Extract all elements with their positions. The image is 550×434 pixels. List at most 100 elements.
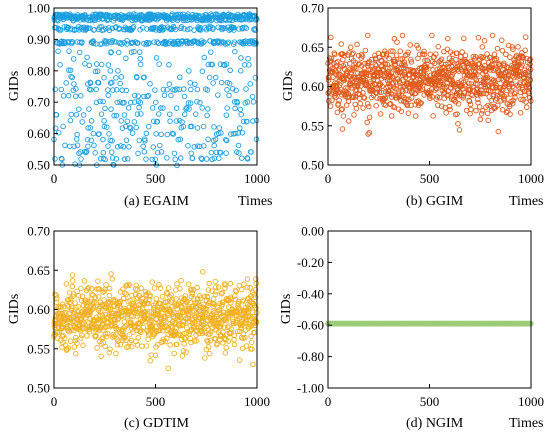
data-point [480,90,487,97]
data-point [249,346,255,352]
data-point [128,49,135,55]
data-point [213,288,219,295]
data-point [136,104,142,111]
data-point [479,107,486,114]
data-point [154,118,161,125]
data-point [463,69,469,75]
data-point [110,310,117,316]
data-point [398,108,405,114]
data-point [161,317,167,324]
data-point [185,319,191,325]
data-point [364,119,370,126]
data-point [373,102,379,109]
y-tick-label: 0.55 [27,341,50,356]
data-point [107,68,114,74]
y-tick-label: 0.70 [301,1,324,16]
data-point [138,285,144,292]
data-point [505,73,512,79]
data-point [153,131,159,137]
data-point [340,113,347,119]
data-point [333,94,339,101]
data-point [154,149,161,156]
panel-c: 0.50 0.55 0.60 0.65 0.70 0 500 1000 GIDs (c) GD… [7,224,270,432]
data-point [144,315,151,321]
data-point [96,286,103,292]
data-point [178,336,185,343]
data-point [449,59,456,65]
data-point [481,37,488,44]
data-point [96,131,102,137]
data-point [228,329,234,336]
data-point [191,144,198,150]
data-point [331,51,338,58]
data-point [136,49,143,55]
data-point [328,34,334,41]
data-point [76,106,82,112]
data-point [69,74,76,81]
data-point [462,52,469,59]
data-point [134,74,140,81]
data-point [117,39,124,46]
data-point [226,80,233,87]
data-point [88,87,94,93]
panel-a: 0.50 0.60 0.70 0.80 0.90 1.00 0 500 1000 GIDs (a… [7,1,273,210]
data-point [73,136,80,142]
data-point [98,353,104,360]
data-point [81,278,88,284]
x-tick-label: 0 [325,394,332,409]
data-point [124,118,131,124]
data-point [113,350,119,357]
data-point [57,311,64,317]
data-point [124,315,131,322]
data-point [73,111,80,118]
data-point [90,130,97,137]
data-point [134,111,141,117]
data-point [181,341,187,347]
data-point [94,345,100,351]
data-point [329,97,335,104]
data-point [386,55,392,62]
data-point [336,97,342,104]
data-point [226,323,232,330]
data-point [169,303,175,310]
data-point [205,106,211,112]
data-point [149,325,156,331]
data-point [74,131,80,138]
y-tick-label: 0.60 [27,302,50,317]
data-point [325,77,332,83]
data-point [197,99,203,106]
data-point [172,328,179,335]
data-point [200,123,207,130]
data-point [114,143,121,150]
data-point [194,143,201,149]
y-tick-label: 0.65 [301,40,324,55]
data-point [219,301,225,308]
data-point [421,48,427,55]
data-point [389,73,396,80]
data-point [214,340,220,347]
data-point [68,73,74,80]
data-point [172,156,178,163]
data-point [110,331,116,338]
data-point [160,105,166,111]
data-point [80,112,87,118]
data-point [408,59,415,65]
data-point [384,90,391,97]
data-point [471,72,478,78]
data-point [520,55,527,61]
data-point [507,54,513,60]
data-point [79,39,85,45]
data-point [132,92,138,99]
data-point [398,69,405,75]
data-point [215,316,221,322]
data-point [187,318,193,325]
data-point [334,58,341,65]
data-point [246,62,252,68]
data-point [68,111,74,118]
data-point [445,35,451,42]
data-point [400,88,406,95]
data-point [473,107,479,114]
data-point [106,285,113,292]
data-point [97,98,103,105]
data-point [412,101,419,108]
